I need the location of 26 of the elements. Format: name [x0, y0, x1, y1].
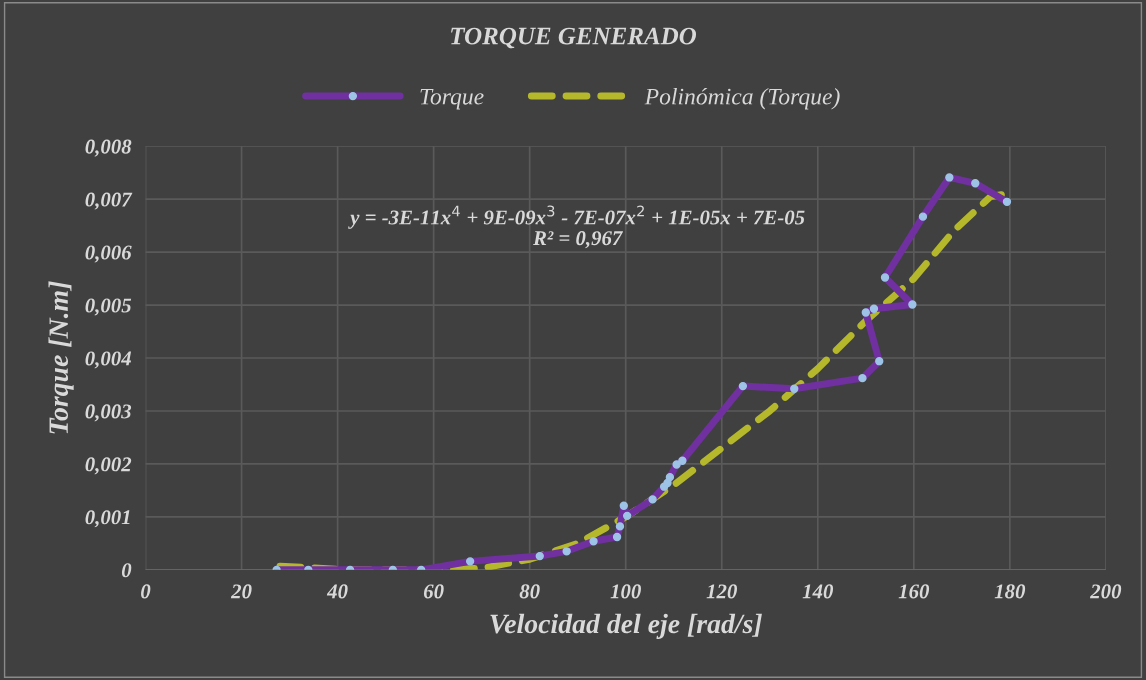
x-tick-label: 160 — [898, 584, 930, 599]
y-tick-label: 0,008 — [85, 139, 132, 157]
y-tick-label: 0,006 — [85, 245, 132, 263]
chart-title: TORQUE GENERADO — [451, 27, 697, 49]
x-axis-title: Velocidad del eje [rad/s] — [490, 613, 762, 639]
legend-label: Torque — [420, 88, 484, 110]
y-tick-label: 0,004 — [85, 351, 132, 369]
x-tick-label: 40 — [326, 584, 348, 599]
y-tick-label: 0,003 — [85, 404, 132, 422]
x-tick-label: 60 — [423, 584, 444, 599]
x-tick-label: 0 — [141, 584, 151, 599]
y-tick-label: 0,007 — [85, 192, 133, 210]
x-tick-label: 200 — [1090, 584, 1122, 599]
y-tick-label: 0,005 — [85, 298, 132, 316]
x-tick-label: 80 — [519, 584, 540, 599]
x-tick-label: 100 — [610, 584, 641, 599]
x-tick-label: 20 — [230, 584, 252, 599]
x-tick-label: 140 — [802, 584, 834, 599]
x-tick-label: 120 — [706, 584, 738, 599]
y-tick-label: 0,002 — [85, 457, 132, 475]
y-axis-title: Torque [N.m] — [48, 281, 74, 434]
y-tick-label: 0 — [121, 563, 132, 578]
x-tick-label: 180 — [994, 584, 1026, 599]
y-tick-label: 0,001 — [85, 510, 130, 528]
text: y = -3E-11x$^{4}$ + 9E-09x$^{3}$ - 7E-07x$^{2}$ + 1E-05x + 7E-05 R² = 0,967 — [348, 205, 805, 249]
legend-label: Polinómica (Torque) — [644, 87, 840, 110]
